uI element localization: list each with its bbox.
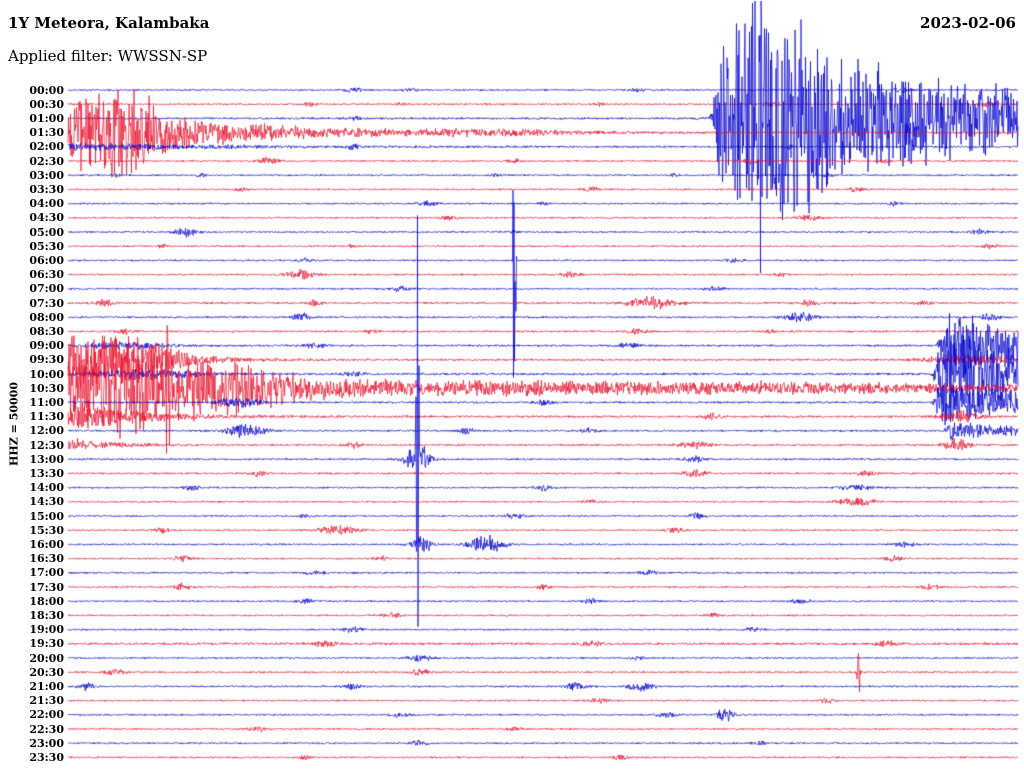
time-label: 05:30 <box>29 239 64 253</box>
time-label: 22:00 <box>29 708 64 722</box>
filter-label: Applied filter: WWSSN-SP <box>8 47 208 65</box>
time-label: 16:00 <box>29 537 64 551</box>
time-label: 21:30 <box>29 694 64 708</box>
time-label: 21:00 <box>29 679 64 693</box>
time-label: 14:30 <box>29 495 64 509</box>
time-label: 14:00 <box>29 481 64 495</box>
time-label: 18:30 <box>29 608 64 622</box>
time-label: 23:00 <box>29 736 64 750</box>
time-label: 08:30 <box>29 324 64 338</box>
time-label: 03:00 <box>29 168 64 182</box>
time-label: 11:00 <box>29 395 64 409</box>
time-label: 17:00 <box>29 566 64 580</box>
time-label: 04:30 <box>29 211 64 225</box>
time-label: 02:30 <box>29 154 64 168</box>
time-label: 12:00 <box>29 424 64 438</box>
time-label: 02:00 <box>29 140 64 154</box>
time-label: 01:00 <box>29 111 64 125</box>
time-label: 05:00 <box>29 225 64 239</box>
time-label: 06:30 <box>29 268 64 282</box>
time-label: 18:00 <box>29 594 64 608</box>
time-label: 12:30 <box>29 438 64 452</box>
time-label: 20:30 <box>29 665 64 679</box>
time-label: 10:00 <box>29 367 64 381</box>
time-label: 06:00 <box>29 253 64 267</box>
time-label: 22:30 <box>29 722 64 736</box>
time-label: 00:30 <box>29 97 64 111</box>
time-label: 13:00 <box>29 452 64 466</box>
time-label: 01:30 <box>29 126 64 140</box>
time-label: 03:30 <box>29 182 64 196</box>
time-label: 07:00 <box>29 282 64 296</box>
channel-scale-label: HHZ = 50000 <box>7 382 21 466</box>
time-label: 08:00 <box>29 310 64 324</box>
time-label: 17:30 <box>29 580 64 594</box>
time-label: 13:30 <box>29 466 64 480</box>
time-label: 20:00 <box>29 651 64 665</box>
time-label: 04:00 <box>29 197 64 211</box>
date-label: 2023-02-06 <box>920 14 1016 32</box>
time-label: 11:30 <box>29 410 64 424</box>
time-label: 09:30 <box>29 353 64 367</box>
station-title: 1Y Meteora, Kalambaka <box>8 14 210 32</box>
time-label: 23:30 <box>29 750 64 764</box>
time-label: 19:00 <box>29 623 64 637</box>
time-label: 16:30 <box>29 552 64 566</box>
time-label: 19:30 <box>29 637 64 651</box>
time-label: 07:30 <box>29 296 64 310</box>
time-label: 09:00 <box>29 339 64 353</box>
time-label: 15:30 <box>29 523 64 537</box>
time-label: 10:30 <box>29 381 64 395</box>
time-label: 00:00 <box>29 83 64 97</box>
time-label: 15:00 <box>29 509 64 523</box>
